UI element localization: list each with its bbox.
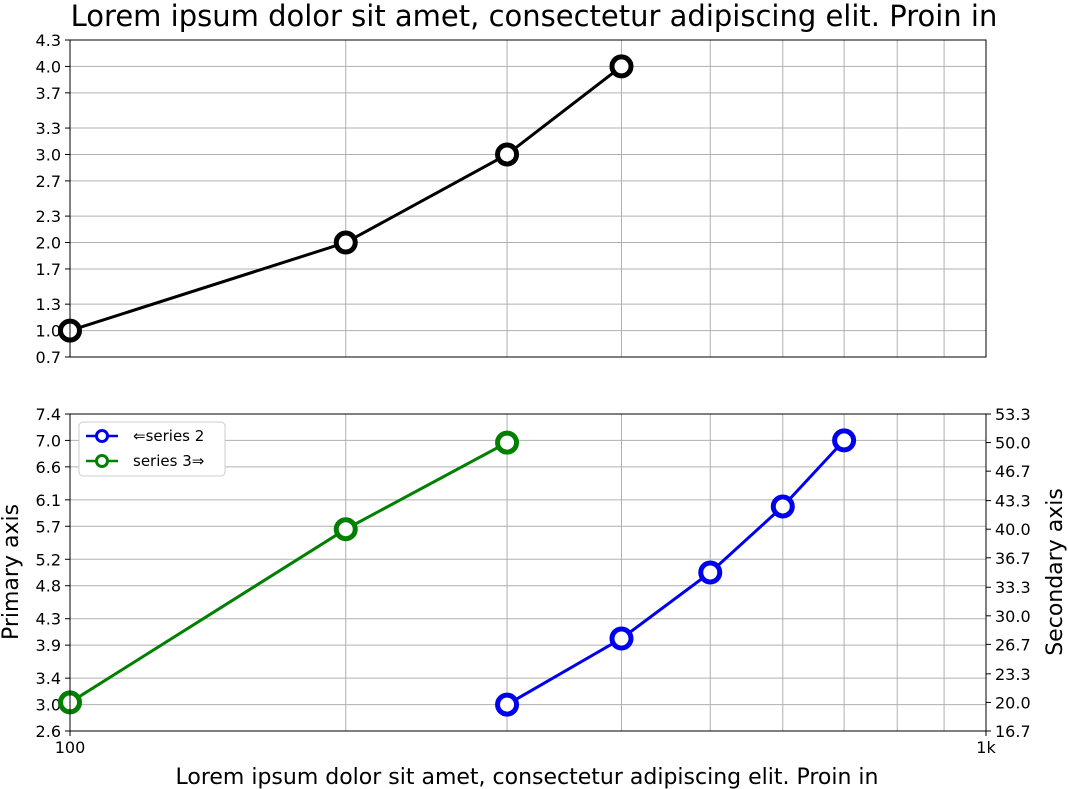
y-tick-label: 4.8 [36, 577, 61, 596]
series-line [506, 439, 846, 706]
y-tick-label: 4.3 [36, 610, 61, 629]
data-point [770, 494, 795, 519]
data-point [832, 428, 857, 453]
y-tick-label: 2.6 [36, 722, 61, 741]
data-point [609, 626, 634, 651]
y-tick-label: 4.3 [36, 31, 61, 50]
y-tick-label: 1.7 [36, 260, 61, 279]
y2-tick-label: 50.0 [995, 434, 1031, 453]
data-point [698, 560, 723, 585]
data-point [495, 692, 520, 717]
y-tick-label: 6.1 [36, 491, 61, 510]
y2-tick-label: 36.7 [995, 549, 1031, 568]
y2-tick-label: 20.0 [995, 693, 1031, 712]
plot-frame [69, 413, 987, 732]
legend-label: ⇐series 2 [133, 427, 204, 445]
y-tick-label: 6.6 [36, 458, 61, 477]
legend-marker [95, 454, 109, 468]
primary-axis-label: Primary axis [0, 504, 24, 640]
y-tick-label: 3.9 [36, 636, 61, 655]
y-tick-label: 3.0 [36, 145, 61, 164]
y-tick-label: 7.0 [36, 431, 61, 450]
secondary-axis-label: Secondary axis [1043, 488, 1068, 656]
y-tick-label: 3.4 [36, 669, 61, 688]
data-point [609, 54, 634, 79]
y-tick-label: 2.3 [36, 207, 61, 226]
top-subplot: 0.7 1.0 1.3 1.7 2.0 2.3 2.7 3.0 3.3 3.7 4.0 4.3 [36, 31, 987, 367]
y2-tick-label: 40.0 [995, 520, 1031, 539]
y-tick-label: 5.7 [36, 517, 61, 536]
y2-tick-label: 30.0 [995, 607, 1031, 626]
y-tick-label: 3.3 [36, 119, 61, 138]
y-tick-label: 2.0 [36, 234, 61, 253]
data-point [495, 430, 520, 455]
data-point [333, 230, 358, 255]
y2-tick-label: 33.3 [995, 578, 1031, 597]
series-blue [495, 428, 857, 717]
series-line [69, 65, 623, 333]
y-tick-label: 3.7 [36, 84, 61, 103]
y-tick-label: 5.2 [36, 550, 61, 569]
x-tick-label: 1k [976, 738, 996, 757]
series-green [58, 430, 520, 715]
y-tick-label: 0.7 [36, 348, 61, 367]
y-tick-label: 3.0 [36, 696, 61, 715]
y2-tick-label: 43.3 [995, 492, 1031, 511]
y-tick-label: 2.7 [36, 172, 61, 191]
y2-tick-label: 23.3 [995, 665, 1031, 684]
chart-title: Lorem ipsum dolor sit amet, consectetur … [71, 0, 998, 33]
x-tick-label: 100 [55, 738, 86, 757]
y-tick-label: 4.0 [36, 57, 61, 76]
y2-tick-label: 46.7 [995, 462, 1031, 481]
legend-label: series 3⇒ [133, 452, 204, 470]
series-line [69, 441, 508, 704]
y2-tick-label: 26.7 [995, 635, 1031, 654]
y-tick-label: 7.4 [36, 405, 61, 424]
plot-frame [69, 39, 987, 358]
y-tick-label: 1.3 [36, 295, 61, 314]
data-point [495, 142, 520, 167]
legend: ⇐series 2 series 3⇒ [78, 421, 226, 477]
bottom-subplot: 2.6 3.0 3.4 3.9 4.3 4.8 5.2 5.7 6.1 6.6 7.0 7.4 16.7… [36, 405, 1031, 757]
y2-tick-label: 53.3 [995, 405, 1031, 424]
x-axis-label: Lorem ipsum dolor sit amet, consectetur … [176, 765, 879, 789]
y-tick-label: 1.0 [36, 322, 61, 341]
legend-marker [95, 429, 109, 443]
grid [70, 40, 986, 357]
y2-tick-label: 16.7 [995, 722, 1031, 741]
data-point [333, 517, 358, 542]
